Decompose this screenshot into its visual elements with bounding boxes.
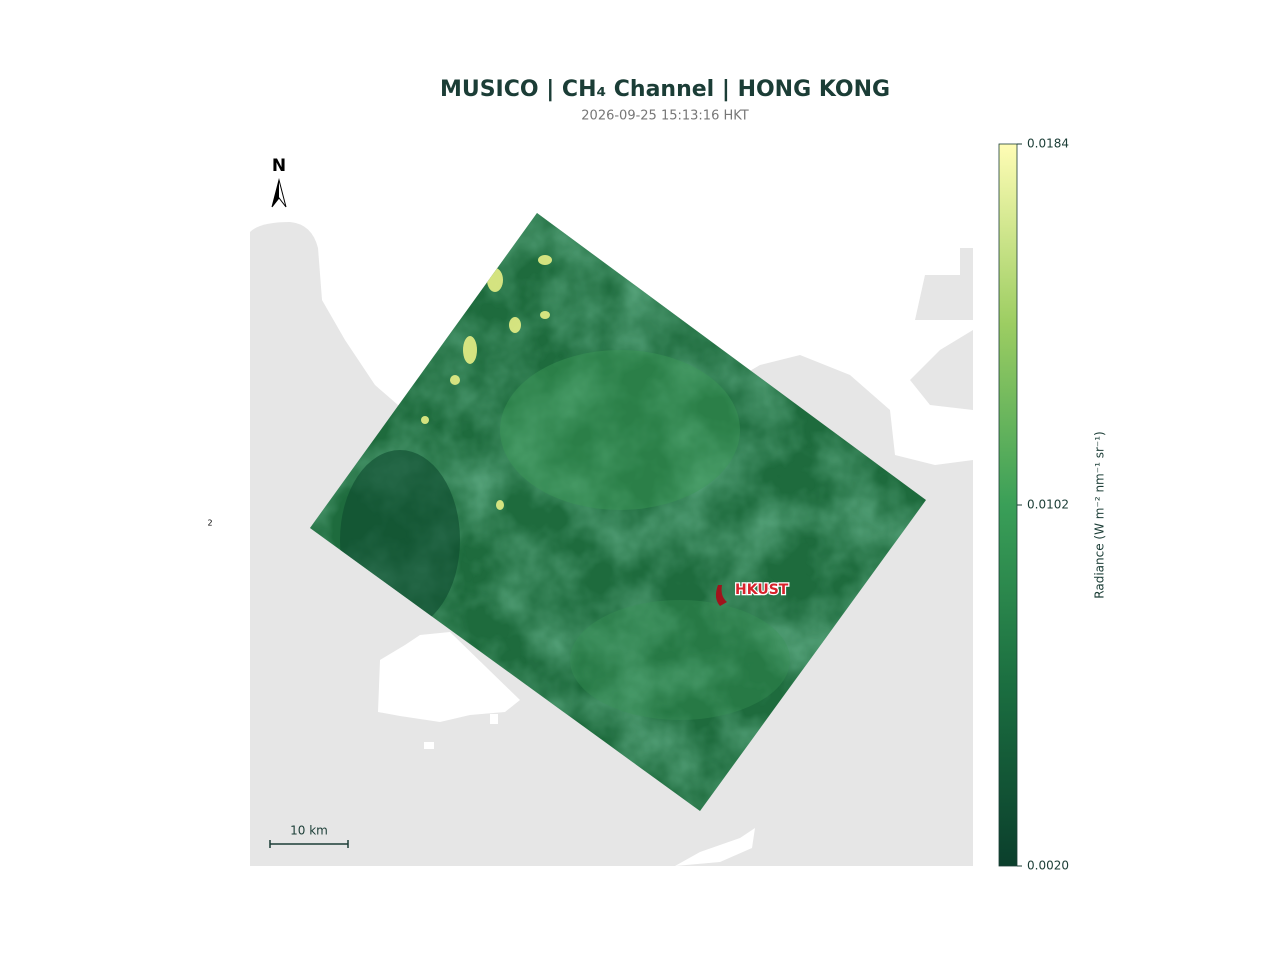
- title: MUSICO | CH₄ Channel | HONG KONG: [440, 77, 890, 102]
- hkust-marker: [715, 585, 727, 606]
- colorbar-label: Radiance (W m⁻² nm⁻¹ sr⁻¹): [1093, 431, 1107, 598]
- scale-bar-label: 10 km: [290, 824, 328, 838]
- colorbar: [998, 143, 1018, 867]
- edge-label: 2: [207, 519, 212, 528]
- colorbar-tick-label: 0.0020: [1027, 859, 1069, 873]
- colorbar-tick-label: 0.0102: [1027, 498, 1069, 512]
- north-arrow-fill: [272, 180, 279, 207]
- subtitle: 2026-09-25 15:13:16 HKT: [581, 109, 748, 124]
- scale-bar: [269, 840, 349, 848]
- marker-label: HKUST: [735, 582, 789, 598]
- colorbar-tick-label: 0.0184: [1027, 137, 1069, 151]
- north-label: N: [272, 156, 286, 176]
